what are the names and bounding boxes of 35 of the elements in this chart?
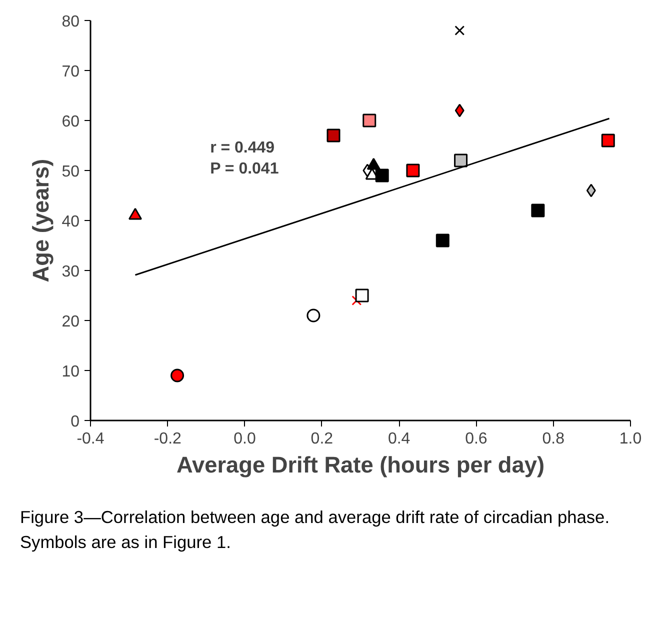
- x-tick-label: -0.2: [154, 430, 182, 448]
- x-tick-label: -0.4: [76, 430, 104, 448]
- point: [306, 308, 320, 322]
- y-tick-label: 30: [62, 264, 80, 280]
- point: [601, 134, 615, 148]
- y-tick-label: 20: [62, 314, 80, 330]
- point: [406, 164, 420, 178]
- x-tick-label: 0.2: [310, 430, 334, 448]
- y-tick-label: 0: [70, 414, 80, 430]
- y-tick-label: 50: [62, 164, 80, 180]
- y-tick-label: 60: [62, 114, 80, 130]
- annotation: r = 0.449 P = 0.041: [210, 140, 279, 178]
- point: [454, 26, 465, 36]
- point: [355, 288, 369, 302]
- point: [586, 184, 596, 198]
- x-tick-label: 0.6: [465, 430, 488, 448]
- x-tick-label: 1.0: [619, 430, 642, 448]
- x-tick-label: 0.4: [388, 430, 410, 448]
- y-axis-title: Age (years): [28, 158, 54, 282]
- y-tick-label: 10: [62, 364, 80, 380]
- point: [326, 128, 340, 142]
- x-axis-title: Average Drift Rate (hours per day): [176, 452, 545, 478]
- point: [436, 234, 450, 248]
- point: [170, 368, 184, 382]
- y-tick-label: 70: [62, 64, 80, 80]
- x-tick-label: 0.0: [234, 430, 256, 448]
- x-tick-label: 0.8: [542, 430, 565, 448]
- point: [454, 154, 468, 168]
- y-tick-label: 40: [62, 214, 80, 230]
- point: [531, 204, 545, 218]
- y-tick-label: 80: [62, 14, 80, 30]
- point: [454, 104, 464, 118]
- caption: Figure 3—Correlation between age and average drift rate of circadian phase. Symbols are as in Figure 1.: [20, 506, 611, 554]
- point: [375, 168, 389, 182]
- point: [362, 114, 376, 128]
